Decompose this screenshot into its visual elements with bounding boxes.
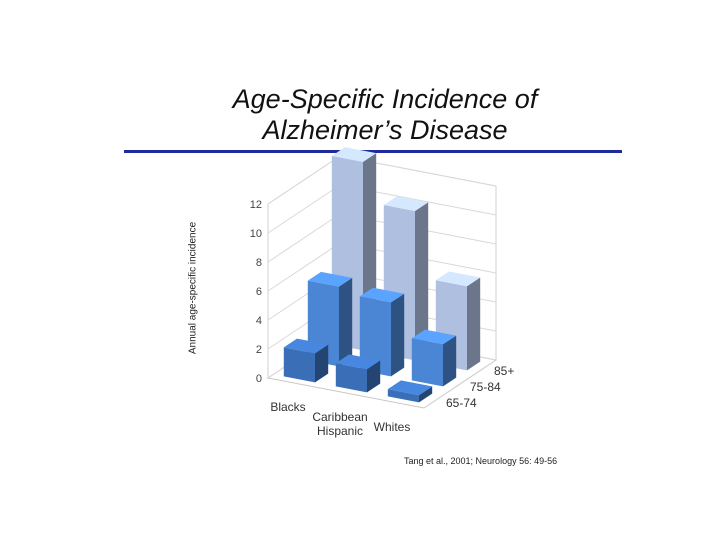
bar-front — [283, 347, 315, 383]
bar-side — [315, 344, 329, 383]
bar-top — [331, 147, 377, 162]
y-tick-label: 12 — [250, 199, 262, 211]
bar-top — [383, 196, 429, 211]
category-label: Caribbean Hispanic — [312, 410, 367, 438]
bar-65-74-3 — [387, 380, 433, 403]
bar-top — [435, 271, 481, 287]
bar-75-84-3 — [411, 329, 457, 387]
bar-front — [411, 338, 443, 387]
bar-top — [387, 380, 433, 396]
bar-top — [335, 354, 381, 370]
bar-side — [415, 202, 429, 361]
bar-side — [367, 360, 381, 393]
y-tick-label: 8 — [256, 257, 262, 269]
bar-side — [467, 277, 481, 371]
category-label-line: Caribbean — [312, 410, 367, 424]
y-tick-label: 0 — [256, 373, 262, 385]
chart-bars — [283, 147, 481, 403]
series-label: 65-74 — [446, 396, 477, 410]
category-label-line: Whites — [374, 420, 411, 434]
title-underline — [124, 150, 622, 153]
y-tick-label: 10 — [250, 228, 262, 240]
bar-side — [419, 386, 433, 403]
citation: Tang et al., 2001; Neurology 56: 49-56 — [404, 456, 558, 466]
category-label-line: Blacks — [270, 400, 305, 414]
category-label-line: Hispanic — [317, 424, 363, 438]
bar-65-74-2 — [335, 354, 381, 393]
category-labels: Blacks Caribbean Hispanic Whites — [270, 400, 410, 438]
category-label: Blacks — [270, 400, 305, 414]
y-tick-label: 4 — [256, 315, 262, 327]
bar-65-74-1 — [283, 338, 329, 383]
category-label: Whites — [374, 420, 411, 434]
series-labels: 65-74 75-84 85+ — [446, 364, 514, 410]
y-axis-ticks: 0 2 4 6 8 10 12 — [250, 199, 262, 385]
bar-top — [283, 338, 329, 354]
bar-front — [359, 296, 391, 377]
bar-side — [391, 293, 405, 377]
bar-side — [443, 335, 457, 387]
bar-top — [359, 287, 405, 303]
slide-title: Age-Specific Incidence of Alzheimer’s Di… — [150, 84, 620, 146]
bar-front — [387, 389, 419, 403]
title-line-2: Alzheimer’s Disease — [262, 115, 508, 145]
y-tick-label: 2 — [256, 344, 262, 356]
bar-side — [339, 277, 353, 367]
title-line-1: Age-Specific Incidence of — [232, 84, 538, 114]
bar-top — [411, 329, 457, 345]
bar-front — [335, 363, 367, 393]
y-tick-label: 6 — [256, 286, 262, 298]
series-label: 85+ — [494, 364, 514, 378]
bar-75-84-2 — [359, 287, 405, 377]
series-label: 75-84 — [470, 380, 501, 394]
bar-top — [307, 271, 353, 287]
